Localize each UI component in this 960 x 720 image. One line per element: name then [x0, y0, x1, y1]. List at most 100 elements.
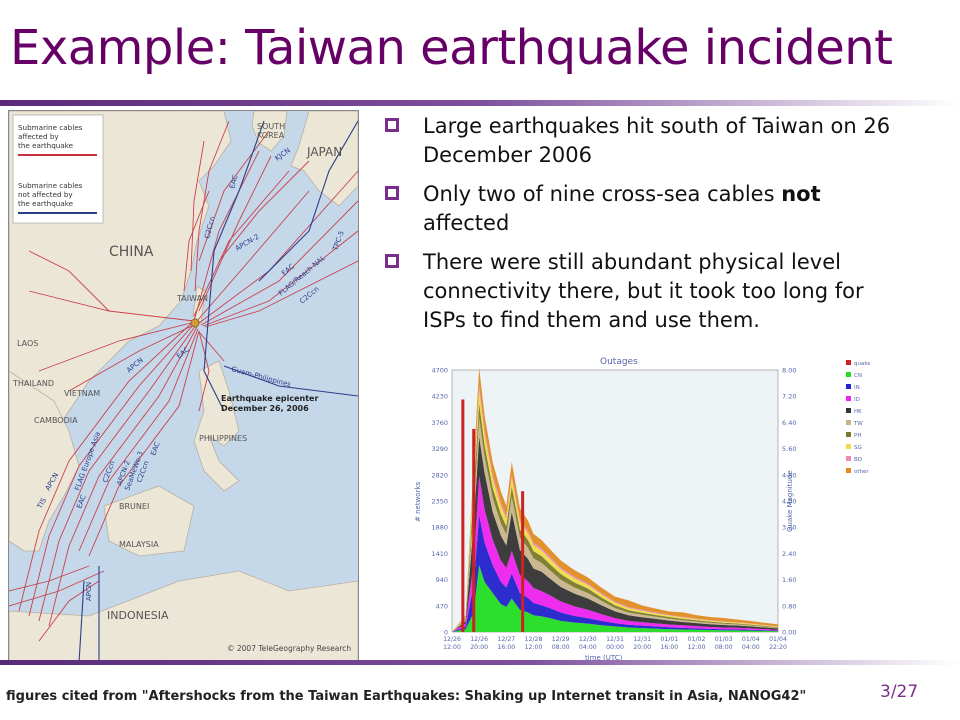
label-malaysia: MALAYSIA: [119, 540, 159, 549]
legend-label-IN: IN: [854, 385, 860, 391]
label-china: CHINA: [109, 244, 154, 260]
legend-swatch-CN: [846, 372, 851, 377]
y2-tick-label: 2.40: [782, 550, 796, 558]
legend-swatch-PH: [846, 432, 851, 437]
y2-tick-label: 1.60: [782, 576, 796, 584]
y2-tick-label: 0.00: [782, 629, 796, 637]
legend-swatch-SG: [846, 444, 851, 449]
label-indonesia: INDONESIA: [107, 609, 169, 622]
x-tick-label-date: 01/04: [742, 636, 760, 643]
area-series-SG: [452, 389, 778, 632]
bullet-item: There were still abundant physical level…: [385, 248, 905, 335]
epicenter-marker: [190, 318, 200, 328]
y-tick-label: 1880: [431, 524, 448, 532]
legend-affected-line-2: affected by: [18, 132, 59, 141]
y-tick-label: 3760: [431, 419, 448, 427]
bullet-text-bold: not: [781, 182, 821, 206]
x-tick-label-time: 12:00: [443, 644, 461, 651]
area-series-other: [452, 367, 778, 632]
philippines-land: [193, 360, 240, 492]
quake-bar: [472, 428, 476, 632]
bullet-square-icon: [385, 254, 399, 268]
bullet-text: There were still abundant physical level…: [423, 250, 864, 332]
legend-label-other: other: [854, 469, 869, 475]
y-tick-label: 1410: [431, 550, 448, 558]
quake-bar: [461, 399, 465, 632]
legend-swatch-BD: [846, 456, 851, 461]
label-south: SOUTH: [257, 122, 285, 131]
x-tick-label-time: 04:00: [742, 644, 760, 651]
legend-swatch-TW: [846, 420, 851, 425]
borneo-land: [103, 485, 195, 557]
chart-y-axis-label: # networks: [414, 481, 422, 522]
title-divider: [0, 100, 960, 106]
label-laos: LAOS: [17, 339, 38, 348]
y-tick-label: 470: [436, 602, 448, 610]
outages-chart: Outages # networks Quake Magnitude time …: [410, 352, 870, 662]
x-tick-label-date: 01/04: [769, 636, 787, 643]
area-series-ID: [452, 475, 778, 632]
x-tick-label-time: 00:00: [606, 644, 624, 651]
x-tick-label-time: 20:00: [633, 644, 651, 651]
x-tick-label-date: 12/26: [470, 636, 488, 643]
chart-title: Outages: [600, 357, 638, 367]
area-series-CN: [452, 565, 778, 632]
x-tick-label-time: 16:00: [660, 644, 678, 651]
area-series-PH: [452, 403, 778, 632]
y2-tick-label: 5.60: [782, 445, 796, 453]
y-tick-label: 2820: [431, 471, 448, 479]
chart-y2-axis-label: Quake Magnitude: [786, 470, 794, 532]
x-tick-label-date: 12/31: [606, 636, 624, 643]
y2-tick-label: 7.20: [782, 393, 796, 401]
y2-tick-label: 3.20: [782, 524, 796, 532]
submarine-cable-map: Submarine cables affected by the earthqu…: [8, 110, 359, 664]
legend-swatch-IN: [846, 384, 851, 389]
y-tick-label: 940: [436, 576, 448, 584]
legend-swatch-other: [846, 468, 851, 473]
korea-land: [251, 111, 288, 152]
x-tick-label-time: 08:00: [715, 644, 733, 651]
legend-label-TW: TW: [853, 421, 863, 427]
chart-x-axis-label: time (UTC): [585, 654, 623, 662]
y-tick-label: 2350: [431, 498, 448, 506]
legend-label-CN: CN: [854, 373, 862, 379]
x-tick-label-date: 12/30: [579, 636, 597, 643]
x-tick-label-date: 12/29: [552, 636, 570, 643]
x-tick-label-date: 12/28: [525, 636, 543, 643]
legend-unaffected-line-1: Submarine cables: [18, 181, 83, 190]
x-tick-label-date: 12/27: [497, 636, 515, 643]
svg-text:Submarine cables affected: Submarine cables affected by the earthqu…: [18, 123, 85, 208]
bullet-list: Large earthquakes hit south of Taiwan on…: [385, 112, 905, 345]
legend-affected-line-3: the earthquake: [18, 141, 74, 150]
bullet-text-after: affected: [423, 211, 510, 235]
bullet-item: Large earthquakes hit south of Taiwan on…: [385, 112, 905, 170]
legend-swatch-quake: [846, 360, 851, 365]
area-series-HK: [452, 436, 778, 632]
x-tick-label-date: 12/31: [633, 636, 651, 643]
legend-label-ID: ID: [854, 397, 860, 403]
label-cambodia: CAMBODIA: [34, 416, 78, 425]
slide-title: Example: Taiwan earthquake incident: [10, 20, 893, 76]
legend-label-SG: SG: [854, 445, 862, 451]
epicenter-label-1: Earthquake epicenter: [221, 394, 318, 403]
x-tick-label-time: 08:00: [552, 644, 570, 651]
epicenter-label-2: December 26, 2006: [221, 404, 309, 413]
label-thailand: THAILAND: [12, 379, 54, 388]
page-number: 3/27: [880, 682, 919, 702]
y2-tick-label: 6.40: [782, 419, 796, 427]
cable-label-eac-1: EAC: [228, 174, 239, 190]
bullet-square-icon: [385, 118, 399, 132]
label-taiwan: TAIWAN: [176, 294, 208, 303]
legend-unaffected-line-3: the earthquake: [18, 199, 74, 208]
map-copyright: © 2007 TeleGeography Research: [227, 644, 351, 653]
legend-label-HK: HK: [854, 409, 862, 415]
label-philippines: PHILIPPINES: [199, 434, 247, 443]
bullet-text-before: Only two of nine cross-sea cables: [423, 182, 782, 206]
y2-tick-label: 8.00: [782, 367, 796, 375]
y-tick-label: 3290: [431, 445, 448, 453]
legend-swatch-HK: [846, 408, 851, 413]
affected-cables: [9, 120, 358, 642]
bullet-text: Large earthquakes hit south of Taiwan on…: [423, 114, 891, 167]
quake-bar: [521, 491, 525, 632]
x-tick-label-date: 12/26: [443, 636, 461, 643]
